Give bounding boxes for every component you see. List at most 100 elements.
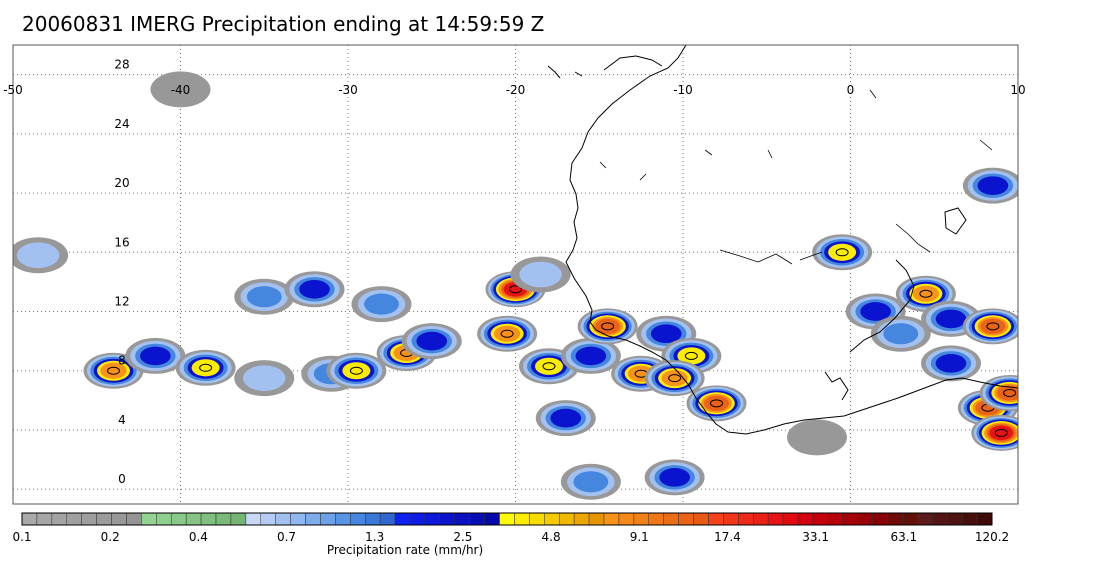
precip-contour <box>416 331 448 351</box>
colorbar-tick-label: 9.1 <box>630 530 649 544</box>
precip-contour <box>191 359 220 377</box>
precip-core-outline <box>835 248 849 257</box>
precip-contour <box>980 318 1006 334</box>
precip-contour <box>150 71 211 108</box>
colorbar-swatch <box>603 512 620 526</box>
colorbar-swatch <box>633 512 650 526</box>
colorbar-swatch <box>335 512 351 526</box>
precip-contour <box>860 302 891 321</box>
precip-core-outline <box>994 428 1008 437</box>
colorbar-tick-label: 0.7 <box>277 530 296 544</box>
colorbar-swatch <box>230 512 247 526</box>
colorbar-swatch <box>96 512 112 526</box>
colorbar-swatch <box>767 512 784 526</box>
colorbar-tick-label: 33.1 <box>802 530 829 544</box>
colorbar: 0.1 0.2 0.4 0.7 1.3 2.5 4.8 9.1 17.4 33.1 63.1 120.… <box>12 512 1009 557</box>
colorbar-swatch <box>946 512 963 526</box>
precip-cell <box>962 308 1018 345</box>
precip-cell <box>326 352 387 389</box>
precip-contour <box>828 243 857 261</box>
colorbar-swatch <box>693 512 709 526</box>
axis-tick-labels: -50 -40 -30 -20 -10 0 10 0 4 8 12 16 20 24 28 <box>3 58 1025 487</box>
precip-core-outline <box>509 285 522 294</box>
precip-contour <box>661 370 688 387</box>
colorbar-swatch <box>484 512 500 526</box>
lon-tick-label: -50 <box>3 83 23 97</box>
colorbar-swatch <box>812 512 829 526</box>
colorbar-swatch <box>379 512 396 526</box>
inland-borders <box>599 89 993 265</box>
lat-tick-label: 4 <box>118 413 126 427</box>
river-niger <box>849 259 915 353</box>
precip-cell <box>510 256 571 293</box>
lat-tick-label: 28 <box>114 58 129 72</box>
precip-contour <box>989 425 1014 441</box>
colorbar-swatch <box>245 512 262 526</box>
iberia-coastline <box>547 55 663 79</box>
colorbar-swatch <box>932 512 948 526</box>
precip-cell <box>234 360 295 397</box>
colorbar-swatch <box>454 512 470 526</box>
precip-core-outline <box>542 362 556 371</box>
colorbar-swatch <box>558 512 575 526</box>
precip-core-outline <box>919 289 933 298</box>
colorbar-swatch <box>618 512 635 526</box>
lon-tick-label: -40 <box>171 83 191 97</box>
colorbar-swatch <box>976 512 993 526</box>
precip-cell <box>284 271 345 308</box>
precip-contour <box>935 354 967 373</box>
precip-contour <box>883 323 919 345</box>
colorbar-swatch <box>185 512 202 526</box>
colorbar-swatch <box>961 512 978 526</box>
precip-contour <box>595 318 621 334</box>
precip-cell <box>560 337 621 374</box>
colorbar-swatch <box>469 512 485 526</box>
precipitation-field <box>13 71 1018 500</box>
colorbar-swatch <box>141 512 157 526</box>
lon-tick-label: 10 <box>1010 83 1025 97</box>
precip-cell <box>535 400 596 437</box>
colorbar-swatch <box>588 512 605 526</box>
precip-cell <box>971 414 1018 451</box>
precip-core-outline <box>684 351 698 360</box>
colorbar-tick-label: 2.5 <box>453 530 472 544</box>
precip-core-outline <box>349 366 363 375</box>
colorbar-swatch <box>797 512 814 526</box>
precip-cell <box>921 345 981 382</box>
precip-cell <box>644 459 705 496</box>
precip-contour <box>677 347 706 365</box>
colorbar-swatch <box>424 512 441 526</box>
precip-contour <box>246 286 282 308</box>
lon-tick-label: -30 <box>338 83 358 97</box>
precip-contour <box>573 471 609 493</box>
colorbar-swatch <box>170 512 187 526</box>
coastline <box>547 45 1018 435</box>
colorbar-swatch <box>678 512 694 526</box>
colorbar-swatch <box>573 512 590 526</box>
colorbar-swatch <box>872 512 888 526</box>
lon-tick-label: -20 <box>506 83 526 97</box>
colorbar-swatch <box>439 512 456 526</box>
precip-core-outline <box>668 374 682 383</box>
colorbar-swatch <box>499 512 515 526</box>
colorbar-swatch <box>111 512 127 526</box>
precip-cell <box>979 374 1018 411</box>
africa-coastline <box>565 45 1018 435</box>
precip-cell <box>870 315 931 352</box>
colorbar-swatch <box>260 512 276 526</box>
colorbar-swatch <box>156 512 172 526</box>
colorbar-tick-label: 0.2 <box>101 530 120 544</box>
colorbar-tick-label: 0.4 <box>189 530 208 544</box>
precip-core-outline <box>1003 388 1017 397</box>
precip-contour <box>977 176 1009 195</box>
precip-cell <box>686 385 747 422</box>
colorbar-swatch <box>350 512 366 526</box>
precip-contour <box>364 293 399 315</box>
colorbar-swatch <box>842 512 858 526</box>
precip-cell <box>351 286 412 323</box>
colorbar-swatch <box>275 512 291 526</box>
precip-cell <box>13 237 69 274</box>
colorbar-swatch <box>200 512 217 526</box>
precip-cell <box>519 348 579 385</box>
precip-contour <box>342 362 371 380</box>
